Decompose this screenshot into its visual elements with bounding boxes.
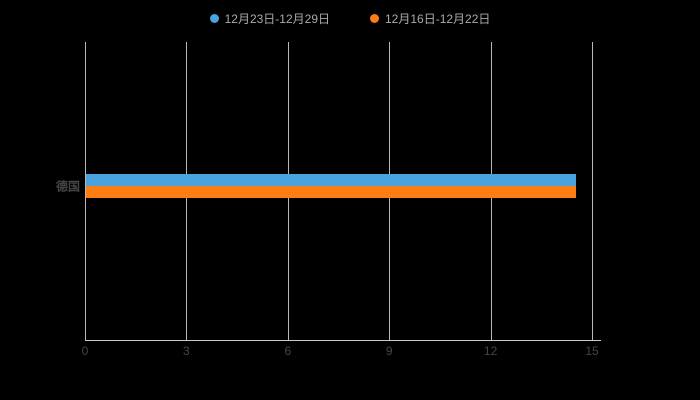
x-axis-line <box>85 340 601 341</box>
legend-marker-icon <box>209 13 219 23</box>
legend-label: 12月16日-12月22日 <box>385 11 491 26</box>
gridline-x-15 <box>592 42 593 340</box>
bar-德国-series-1 <box>86 186 577 198</box>
y-category-label-0: 德国 <box>55 179 80 194</box>
x-tick-label-9: 9 <box>385 344 393 358</box>
legend-marker-icon <box>370 13 379 23</box>
bar-德国-series-0 <box>86 174 577 186</box>
x-tick-label-6: 6 <box>284 344 292 358</box>
x-tick-label-12: 12 <box>483 344 498 358</box>
legend-item-series-1[interactable]: 12月16日-12月22日 <box>370 10 490 27</box>
legend-label: 12月23日-12月29日 <box>224 11 330 26</box>
x-tick-label-0: 0 <box>81 344 89 358</box>
x-tick-label-3: 3 <box>183 344 190 358</box>
gridline-x-0 <box>85 42 86 340</box>
legend-item-series-0[interactable]: 12月23日-12月29日 <box>209 10 330 27</box>
x-tick-label-15: 15 <box>585 344 599 358</box>
plot-area <box>85 42 593 340</box>
chart-legend: 12月23日-12月29日 12月16日-12月22日 <box>0 8 700 28</box>
